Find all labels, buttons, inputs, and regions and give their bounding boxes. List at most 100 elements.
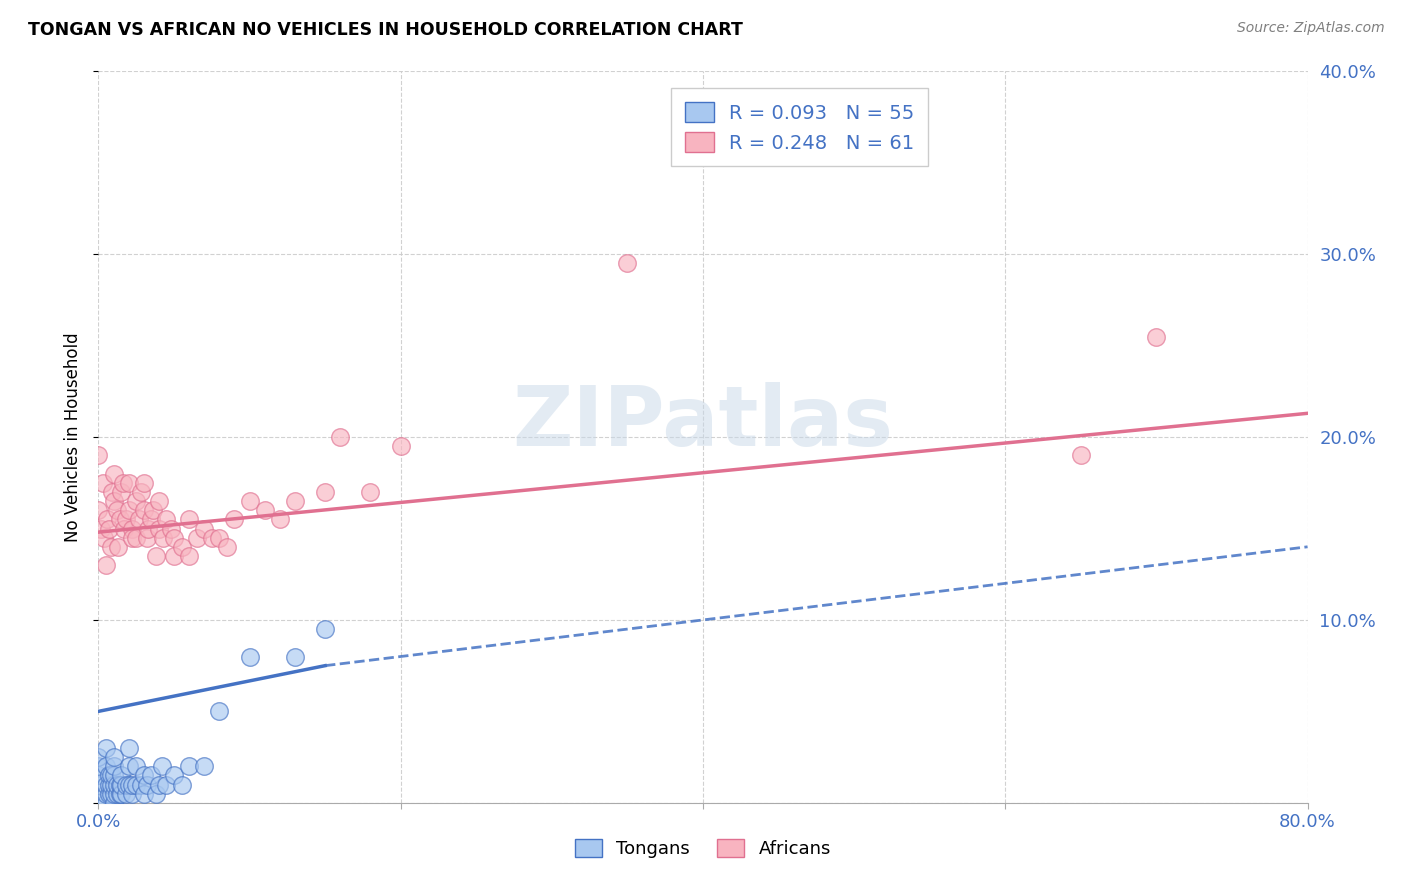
Point — [179, 512, 201, 526]
Point — [94, 787, 117, 801]
Point — [125, 494, 148, 508]
Point — [193, 521, 215, 535]
Point — [135, 778, 157, 792]
Point — [98, 768, 121, 782]
Point — [110, 787, 132, 801]
Point — [148, 521, 170, 535]
Point — [114, 512, 136, 526]
Point — [108, 512, 131, 526]
Point — [94, 740, 117, 755]
Point — [125, 778, 148, 792]
Point — [103, 750, 125, 764]
Point — [87, 759, 110, 773]
Point — [142, 503, 165, 517]
Point — [132, 503, 155, 517]
Point — [150, 759, 173, 773]
Point — [100, 778, 122, 792]
Point — [107, 540, 129, 554]
Point — [105, 503, 128, 517]
Point — [160, 521, 183, 535]
Point — [224, 512, 246, 526]
Point — [129, 485, 152, 500]
Point — [108, 778, 131, 792]
Point — [145, 787, 167, 801]
Point — [136, 521, 159, 535]
Point — [215, 540, 238, 554]
Point — [110, 768, 132, 782]
Point — [118, 740, 141, 755]
Point — [94, 778, 117, 792]
Point — [94, 558, 117, 573]
Point — [103, 787, 125, 801]
Point — [389, 439, 412, 453]
Point — [314, 485, 336, 500]
Point — [132, 787, 155, 801]
Point — [118, 778, 141, 792]
Point — [128, 512, 150, 526]
Point — [155, 778, 177, 792]
Point — [121, 787, 143, 801]
Point — [170, 778, 193, 792]
Point — [94, 759, 117, 773]
Point — [125, 531, 148, 545]
Point — [284, 649, 307, 664]
Text: Source: ZipAtlas.com: Source: ZipAtlas.com — [1237, 21, 1385, 35]
Point — [114, 778, 136, 792]
Point — [110, 778, 132, 792]
Point — [87, 768, 110, 782]
Point — [616, 256, 638, 270]
Point — [100, 787, 122, 801]
Point — [155, 512, 177, 526]
Point — [96, 512, 118, 526]
Point — [132, 475, 155, 490]
Point — [87, 778, 110, 792]
Point — [163, 549, 186, 563]
Point — [103, 796, 125, 810]
Point — [111, 475, 134, 490]
Point — [148, 778, 170, 792]
Point — [103, 768, 125, 782]
Point — [284, 494, 307, 508]
Point — [360, 485, 382, 500]
Point — [193, 759, 215, 773]
Point — [94, 796, 117, 810]
Point — [98, 521, 121, 535]
Point — [100, 768, 122, 782]
Point — [152, 531, 174, 545]
Point — [1070, 448, 1092, 462]
Point — [329, 430, 352, 444]
Point — [179, 759, 201, 773]
Point — [239, 494, 262, 508]
Point — [90, 521, 112, 535]
Point — [253, 503, 276, 517]
Point — [125, 759, 148, 773]
Point — [118, 503, 141, 517]
Point — [1144, 329, 1167, 343]
Point — [163, 768, 186, 782]
Point — [129, 778, 152, 792]
Point — [105, 787, 128, 801]
Point — [118, 475, 141, 490]
Point — [87, 503, 110, 517]
Text: ZIPatlas: ZIPatlas — [513, 382, 893, 463]
Point — [87, 448, 110, 462]
Point — [141, 768, 163, 782]
Point — [239, 649, 262, 664]
Point — [98, 778, 121, 792]
Point — [105, 778, 128, 792]
Legend: R = 0.093   N = 55, R = 0.248   N = 61: R = 0.093 N = 55, R = 0.248 N = 61 — [671, 88, 928, 167]
Point — [314, 622, 336, 636]
Point — [103, 759, 125, 773]
Point — [103, 467, 125, 481]
Point — [208, 531, 231, 545]
Point — [91, 475, 114, 490]
Point — [179, 549, 201, 563]
Point — [98, 787, 121, 801]
Point — [87, 796, 110, 810]
Point — [103, 494, 125, 508]
Point — [93, 531, 115, 545]
Text: TONGAN VS AFRICAN NO VEHICLES IN HOUSEHOLD CORRELATION CHART: TONGAN VS AFRICAN NO VEHICLES IN HOUSEHO… — [28, 21, 742, 38]
Point — [118, 759, 141, 773]
Point — [135, 531, 157, 545]
Point — [148, 494, 170, 508]
